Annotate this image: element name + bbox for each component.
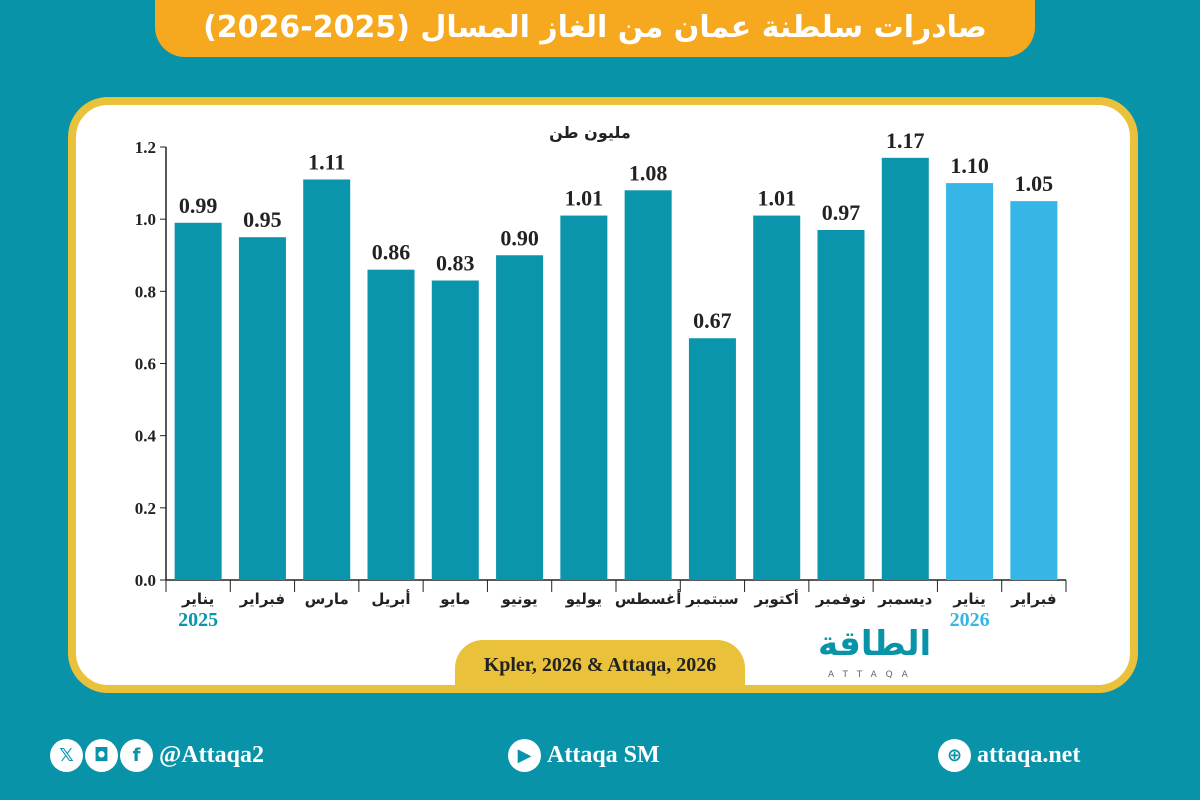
x-tick-label: يونيو xyxy=(500,590,537,608)
x-tick-label: أبريل xyxy=(371,589,410,608)
data-label: 0.95 xyxy=(243,207,282,232)
x-icon[interactable]: 𝕏 xyxy=(50,738,83,772)
data-label: 0.90 xyxy=(500,225,539,250)
y-axis-unit: مليون طن xyxy=(549,123,631,142)
data-label: 1.05 xyxy=(1015,171,1054,196)
y-tick-label: 0.0 xyxy=(135,571,156,590)
bar xyxy=(817,229,865,580)
data-label: 1.08 xyxy=(629,160,668,185)
data-label: 1.10 xyxy=(950,153,989,178)
bar xyxy=(560,215,608,580)
data-label: 0.99 xyxy=(179,193,218,218)
y-tick-label: 1.2 xyxy=(135,138,156,157)
youtube-icon: ▶ xyxy=(508,738,541,772)
instagram-icon[interactable]: ◘ xyxy=(85,738,118,772)
x-tick-label: أغسطس xyxy=(615,589,681,608)
x-tick-label: ديسمبر xyxy=(877,590,932,608)
x-tick-label: فبراير xyxy=(1010,590,1056,608)
y-tick-label: 0.6 xyxy=(135,355,156,374)
data-label: 1.17 xyxy=(886,128,925,153)
data-label: 1.01 xyxy=(565,186,604,211)
bar xyxy=(496,255,544,580)
facebook-icon[interactable]: f xyxy=(120,738,153,772)
title-banner: صادرات سلطنة عمان من الغاز المسال (2025-… xyxy=(155,0,1035,57)
globe-icon: ⊕ xyxy=(938,738,971,772)
chart-title: صادرات سلطنة عمان من الغاز المسال (2025-… xyxy=(203,10,987,45)
year-label: 2025 xyxy=(178,609,218,631)
bar xyxy=(174,222,222,580)
bar xyxy=(238,237,286,581)
bar xyxy=(624,190,672,581)
logo-english: ATTAQA xyxy=(828,670,917,680)
logo-arabic: الطاقة xyxy=(818,624,932,664)
data-label: 0.97 xyxy=(822,200,861,225)
website-link[interactable]: ⊕ attaqa.net xyxy=(938,735,1080,775)
data-label: 1.11 xyxy=(308,149,345,174)
bar xyxy=(881,157,929,580)
youtube-label: Attaqa SM xyxy=(547,741,660,768)
y-tick-label: 0.2 xyxy=(135,499,156,518)
source-label: Kpler, 2026 & Attaqa, 2026 xyxy=(455,640,745,690)
bar xyxy=(688,338,736,580)
x-tick-label: مايو xyxy=(439,590,470,608)
data-label: 0.83 xyxy=(436,251,475,276)
bar xyxy=(753,215,801,580)
social-handle[interactable]: @Attaqa2 xyxy=(159,741,264,768)
social-links: 𝕏 ◘ f @Attaqa2 xyxy=(50,735,264,775)
year-label: 2026 xyxy=(950,609,990,631)
youtube-link[interactable]: ▶ Attaqa SM xyxy=(508,735,660,775)
x-tick-label: يوليو xyxy=(565,590,602,608)
data-label: 0.86 xyxy=(372,240,411,265)
x-tick-label: سبتمبر xyxy=(685,590,739,608)
x-tick-label: أكتوبر xyxy=(754,589,799,608)
data-label: 1.01 xyxy=(757,186,796,211)
x-tick-label: يناير xyxy=(952,590,985,608)
bar xyxy=(367,269,415,580)
attaqa-logo: الطاقة ATTAQA xyxy=(818,624,958,684)
y-tick-label: 0.8 xyxy=(135,282,156,301)
x-tick-label: فبراير xyxy=(239,590,285,608)
data-label: 0.67 xyxy=(693,308,732,333)
bar xyxy=(431,280,479,580)
x-tick-label: نوفمبر xyxy=(815,590,866,608)
y-tick-label: 0.4 xyxy=(135,427,157,446)
bar xyxy=(303,179,351,580)
website-label: attaqa.net xyxy=(977,741,1081,768)
x-tick-label: مارس xyxy=(305,590,349,608)
bar xyxy=(946,183,994,581)
bar xyxy=(1010,201,1058,580)
y-tick-label: 1.0 xyxy=(135,210,156,229)
x-tick-label: يناير xyxy=(181,590,214,608)
